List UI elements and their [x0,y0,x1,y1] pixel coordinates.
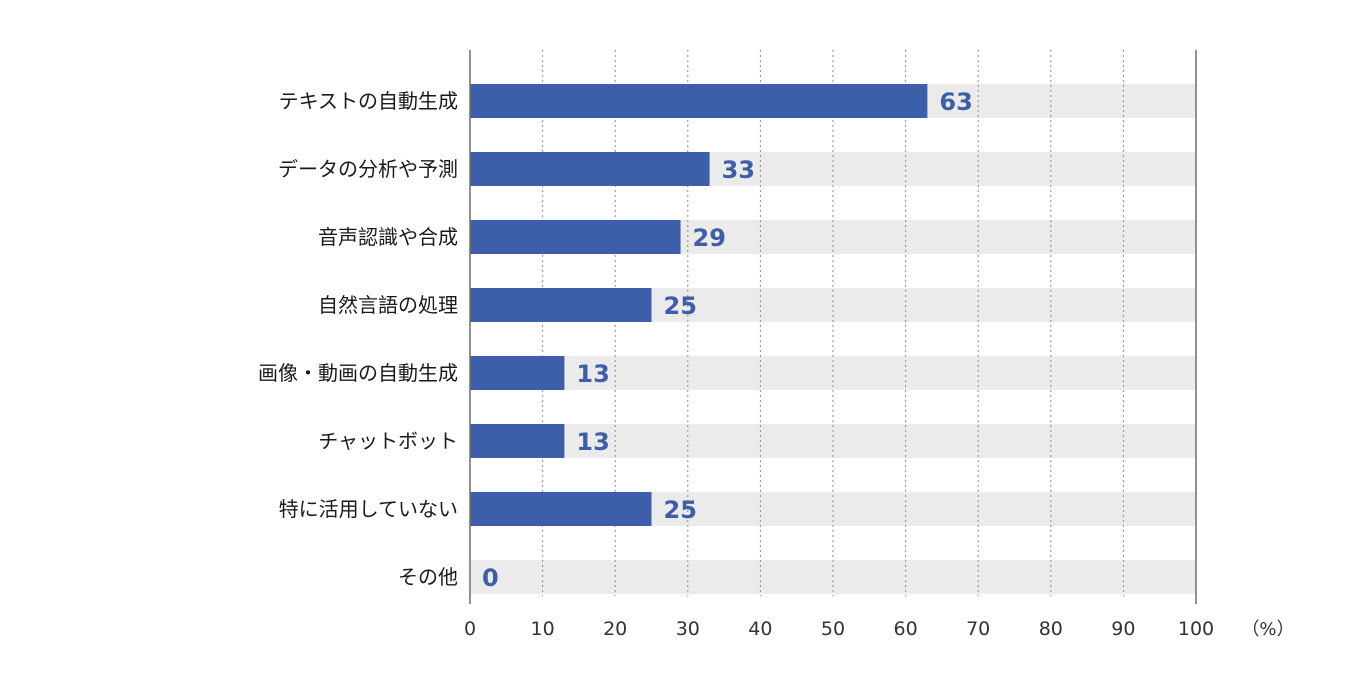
value-label: 25 [664,292,697,320]
bar [470,84,928,118]
x-tick-label: 90 [1111,618,1135,640]
x-tick-label: 20 [603,618,627,640]
x-tick-label: 70 [966,618,990,640]
x-tick-label: 10 [531,618,555,640]
x-tick-label: 0 [464,618,476,640]
bars [470,84,928,526]
x-tick-label: 50 [821,618,845,640]
category-label: テキストの自動生成 [279,89,458,113]
category-label: チャットボット [318,429,458,453]
value-label: 13 [576,428,609,456]
bar [470,220,681,254]
value-label: 33 [722,156,755,184]
value-label: 29 [693,224,726,252]
category-label: 特に活用していない [279,497,458,521]
bar [470,288,652,322]
category-label: 音声認識や合成 [318,225,458,249]
axes [469,50,1197,604]
x-tick-label: 80 [1039,618,1063,640]
category-label: 画像・動画の自動生成 [258,361,458,385]
x-tick-label: 60 [894,618,918,640]
bar [470,424,565,458]
value-labels: 63 33 29 25 13 13 25 0 [482,88,973,592]
bar [470,152,710,186]
x-unit-label: （%） [1241,619,1294,640]
x-tick-label: 40 [748,618,772,640]
bar [470,356,565,390]
category-labels: テキストの自動生成データの分析や予測音声認識や合成自然言語の処理画像・動画の自動… [258,89,458,589]
category-label: 自然言語の処理 [318,293,458,317]
value-label: 0 [482,564,499,592]
x-tick-label: 100 [1178,618,1214,640]
category-label: データの分析や予測 [278,157,458,181]
bar [470,492,652,526]
value-label: 63 [939,88,972,116]
value-label: 25 [664,496,697,524]
x-tick-labels: 0 10 20 30 40 50 60 70 80 90 100 [464,618,1214,640]
value-label: 13 [576,360,609,388]
category-label: その他 [398,565,458,589]
bar-tracks [470,84,1196,594]
x-tick-label: 30 [676,618,700,640]
